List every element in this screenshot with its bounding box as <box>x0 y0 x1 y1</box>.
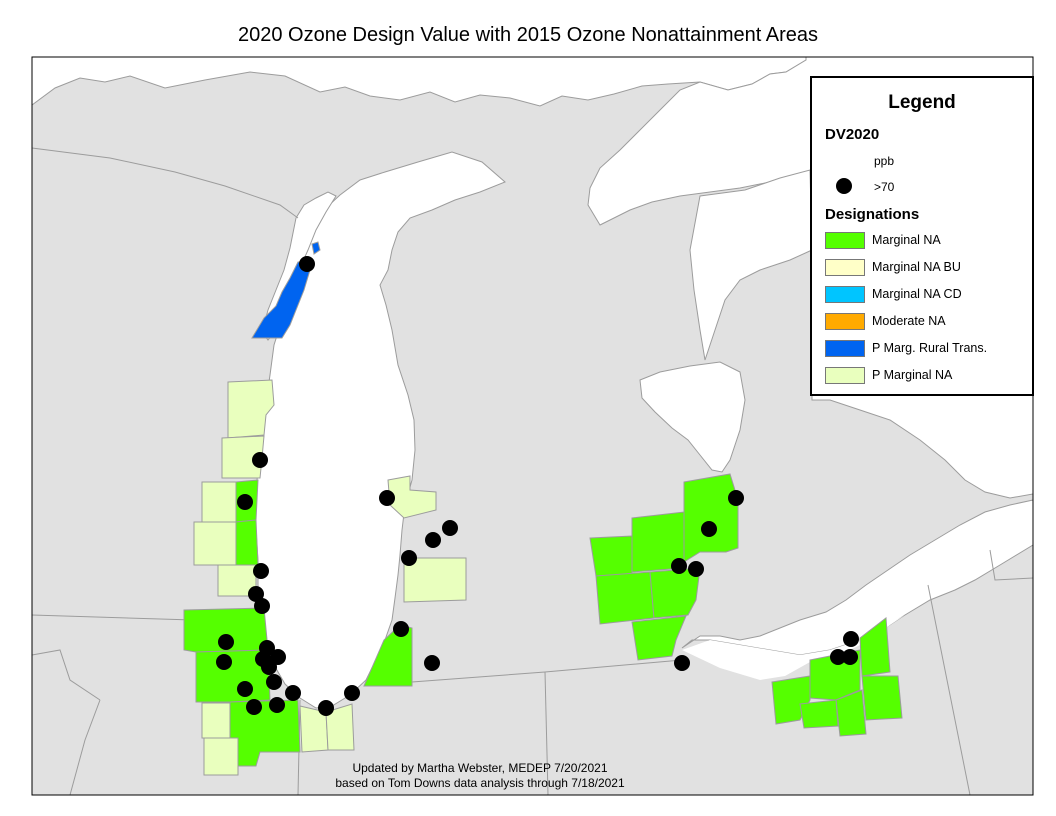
legend-label-p-marg-rural-trans: P Marg. Rural Trans. <box>872 341 988 355</box>
monitor-site <box>266 674 282 690</box>
legend-label-marginal-na-bu: Marginal NA BU <box>872 260 961 274</box>
monitor-site <box>701 521 717 537</box>
monitor-site <box>237 681 253 697</box>
legend-swatch-moderate-na <box>825 313 865 330</box>
monitor-site <box>843 631 859 647</box>
lake-erie-south <box>682 615 905 680</box>
monitor-site <box>674 655 690 671</box>
credit-line-2: based on Tom Downs data analysis through… <box>335 776 625 790</box>
legend-swatch-p-marginal-na <box>825 367 865 384</box>
monitor-site <box>671 558 687 574</box>
monitor-site <box>261 659 277 675</box>
legend-label-moderate-na: Moderate NA <box>872 314 946 328</box>
legend-title: Legend <box>888 92 956 113</box>
legend-dv-unit: ppb <box>874 154 895 168</box>
monitor-site <box>254 598 270 614</box>
monitor-site <box>285 685 301 701</box>
saginaw-bay-water <box>689 169 813 361</box>
monitor-site <box>246 699 262 715</box>
monitor-site <box>237 494 253 510</box>
monitor-site <box>401 550 417 566</box>
p-marg-rural-trans-island <box>311 241 321 255</box>
monitor-site <box>253 563 269 579</box>
map-title: 2020 Ozone Design Value with 2015 Ozone … <box>238 24 818 46</box>
legend-label-marginal-na-cd: Marginal NA CD <box>872 287 962 301</box>
legend-label-marginal-na: Marginal NA <box>872 233 941 247</box>
monitor-site <box>442 520 458 536</box>
monitor-site <box>379 490 395 506</box>
legend-dv-heading: DV2020 <box>825 126 880 143</box>
legend-monitor-symbol <box>836 178 852 194</box>
p-marginal-na-areas <box>193 379 467 776</box>
map-frame <box>31 56 1034 796</box>
legend: Legend DV2020 ppb >70 Designations Margi… <box>810 76 1034 396</box>
marginal-na-areas <box>183 473 903 767</box>
monitor-site <box>842 649 858 665</box>
monitor-site <box>252 452 268 468</box>
monitor-site <box>269 697 285 713</box>
state-boundaries <box>31 147 1034 796</box>
legend-swatch-marginal-na-cd <box>825 286 865 303</box>
monitor-site <box>318 700 334 716</box>
credit-line-1: Updated by Martha Webster, MEDEP 7/20/20… <box>352 761 608 775</box>
monitor-site <box>216 654 232 670</box>
legend-designations-heading: Designations <box>825 206 920 223</box>
monitor-site <box>424 655 440 671</box>
legend-swatch-marginal-na <box>825 232 865 249</box>
monitor-site <box>248 586 264 602</box>
legend-swatch-p-marg-rural-trans <box>825 340 865 357</box>
legend-dv-symbol-label: >70 <box>874 180 895 194</box>
monitor-site <box>728 490 744 506</box>
monitor-site <box>299 256 315 272</box>
monitor-site <box>344 685 360 701</box>
monitor-site <box>393 621 409 637</box>
monitors-layer <box>216 256 859 716</box>
monitor-site <box>218 634 234 650</box>
monitor-site <box>830 649 846 665</box>
legend-swatch-marginal-na-bu <box>825 259 865 276</box>
legend-label-p-marginal-na: P Marginal NA <box>872 368 953 382</box>
monitor-site <box>688 561 704 577</box>
lake-huron-bay <box>639 361 746 473</box>
monitor-site <box>425 532 441 548</box>
